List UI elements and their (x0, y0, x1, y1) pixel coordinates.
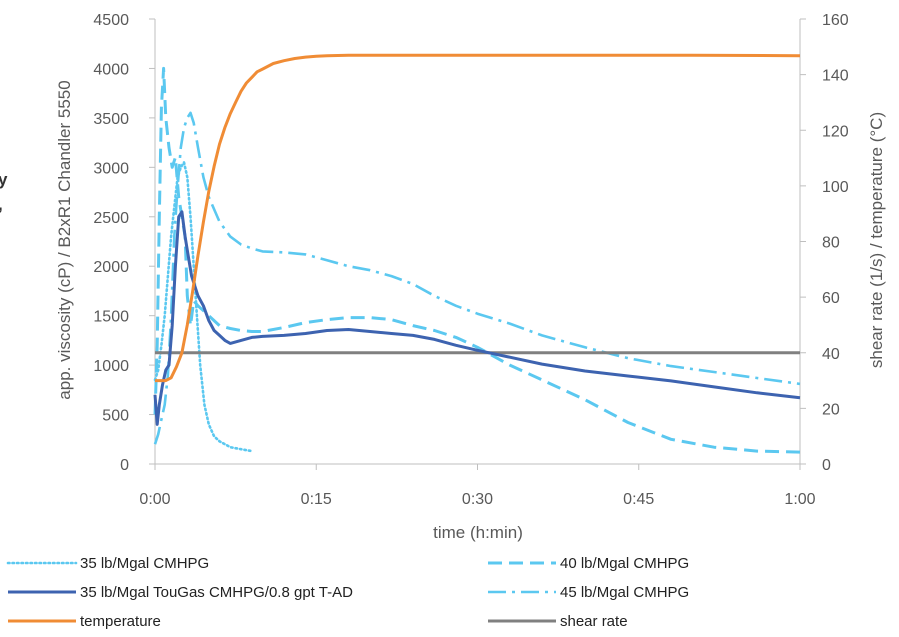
legend-label: 45 lb/Mgal CMHPG (560, 584, 689, 601)
legend-label: 35 lb/Mgal CMHPG (80, 555, 209, 572)
left-y-tick-label: 4500 (93, 12, 129, 29)
x-axis-title: time (h:min) (433, 523, 523, 542)
right-y-tick-label: 120 (822, 123, 849, 140)
tick-labels: 0 500 1000 1500 2000 2500 3000 3500 4000 4500 0 20 4… (93, 12, 848, 508)
left-y-tick-label: 2500 (93, 210, 129, 227)
left-y-tick-label: 3500 (93, 111, 129, 128)
left-y-tick-label: 0 (120, 457, 129, 474)
series-line-temperature (155, 53, 801, 383)
series-line-35-lb-mgal-tougas-cmhpg-0-8-gpt-t-ad (153, 210, 801, 426)
right-y-tick-label: 20 (822, 401, 840, 418)
right-y-tick-label: 0 (822, 457, 831, 474)
cropped-edge-label-2: , (0, 195, 3, 214)
cropped-edge-labels: y , (0, 170, 8, 214)
series-line-45-lb-mgal-cmhpg (153, 111, 801, 445)
right-y-tick-label: 40 (822, 346, 840, 363)
x-tick-label: 1:00 (784, 491, 815, 508)
right-y-tick-label: 100 (822, 179, 849, 196)
left-y-tick-label: 1500 (93, 309, 129, 326)
plot-series (153, 53, 801, 454)
right-y-tick-label: 80 (822, 235, 840, 252)
right-y-tick-label: 60 (822, 290, 840, 307)
x-tick-label: 0:45 (623, 491, 654, 508)
left-y-tick-label: 4000 (93, 61, 129, 78)
left-y-axis-title: app. viscosity (cP) / B2xR1 Chandler 555… (55, 80, 74, 399)
legend-label: temperature (80, 613, 161, 630)
x-tick-label: 0:00 (139, 491, 170, 508)
x-tick-label: 0:15 (301, 491, 332, 508)
left-y-tick-label: 2000 (93, 259, 129, 276)
series-line-40-lb-mgal-cmhpg (153, 66, 801, 454)
axes (149, 18, 806, 470)
right-y-tick-label: 160 (822, 12, 849, 29)
legend-label: 40 lb/Mgal CMHPG (560, 555, 689, 572)
x-tick-label: 0:30 (462, 491, 493, 508)
series-line-35-lb-mgal-cmhpg (153, 161, 254, 453)
left-y-tick-label: 1000 (93, 358, 129, 375)
legend: 35 lb/Mgal CMHPG 40 lb/Mgal CMHPG 35 lb/Mg… (6, 555, 689, 630)
left-y-tick-label: 3000 (93, 160, 129, 177)
right-y-tick-label: 140 (822, 68, 849, 85)
left-y-tick-label: 500 (102, 408, 129, 425)
right-y-axis-title: shear rate (1/s) / temperature (°C) (867, 112, 886, 368)
cropped-edge-label-1: y (0, 170, 8, 189)
legend-label: shear rate (560, 613, 628, 630)
legend-label: 35 lb/Mgal TouGas CMHPG/0.8 gpt T-AD (80, 584, 353, 601)
